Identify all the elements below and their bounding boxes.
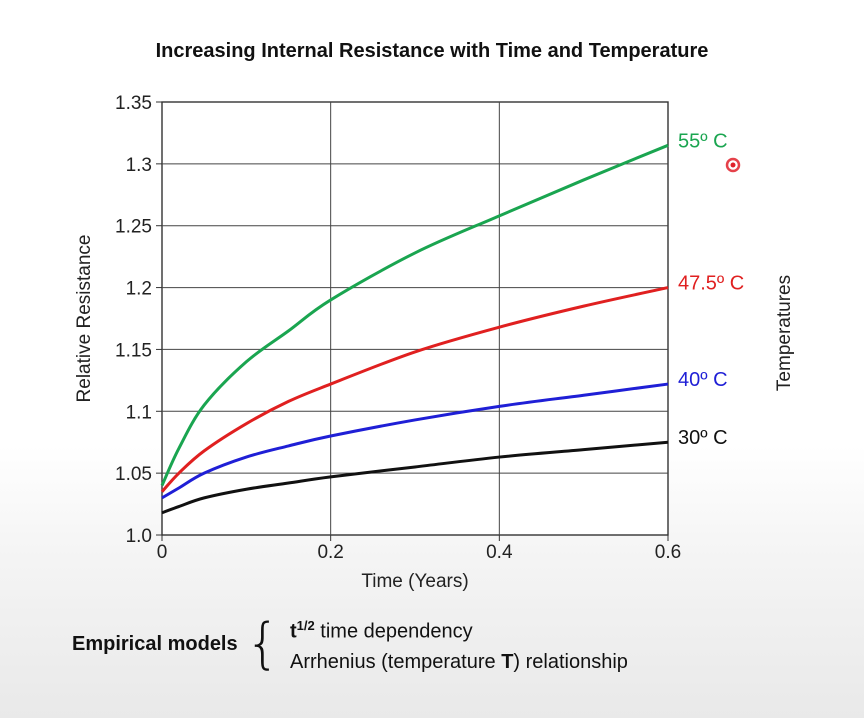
series-55c-line [160, 143, 669, 487]
series-30c-line [161, 440, 669, 515]
temperatures-label: Temperatures [774, 275, 795, 391]
line-chart: 1.0 1.05 1.1 1.15 1.2 1.25 1.3 1.35 0 0.2 0.4 0.6 Ti… [74, 93, 795, 592]
cursor-marker [725, 157, 741, 173]
model-line-time: t1/2 time dependency [290, 611, 628, 647]
x-tick-label: 0.6 [655, 542, 681, 563]
t-symbol: t [289, 620, 297, 643]
empirical-models-label: Empirical models [72, 632, 238, 655]
series-47-5c-label: 47.5º C [678, 273, 744, 295]
series-40c-label: 40º C [678, 369, 728, 391]
cursor-dot [730, 162, 736, 168]
time-dependency-text: time dependency [314, 620, 473, 643]
model-line-arrhenius: Arrhenius (temperature T) relationship [290, 647, 628, 677]
empirical-models-note: Empirical models { t1/2 time dependency … [72, 614, 628, 674]
y-tick-label: 1.35 [115, 93, 152, 114]
y-tick-label: 1.25 [115, 217, 152, 238]
y-tick-label: 1.2 [126, 279, 152, 300]
x-tick-label: 0.2 [317, 542, 343, 563]
chart-title: Increasing Internal Resistance with Time… [155, 40, 709, 62]
y-tick-label: 1.0 [126, 526, 152, 547]
y-tick-label: 1.05 [115, 464, 152, 485]
y-tick-label: 1.3 [126, 155, 152, 176]
plot-frame [161, 101, 669, 536]
x-tick-label: 0 [157, 542, 168, 563]
y-tick-label: 1.15 [115, 340, 152, 361]
t-bold: T [501, 650, 514, 673]
series-55c-label: 55º C [678, 130, 728, 152]
exponent: 1/2 [296, 618, 315, 634]
series-47-5c-line [160, 286, 669, 493]
x-tick-label: 0.4 [486, 542, 513, 563]
curly-brace-icon: { [245, 612, 280, 675]
series-40c-line [161, 382, 669, 500]
arrhenius-end: ) relationship [513, 650, 628, 673]
arrhenius-start: Arrhenius (temperature [289, 650, 502, 673]
y-axis-label: Relative Resistance [74, 235, 95, 403]
y-tick-label: 1.1 [126, 402, 152, 423]
x-axis-label: Time (Years) [361, 571, 468, 592]
series-30c-label: 30º C [678, 427, 728, 449]
